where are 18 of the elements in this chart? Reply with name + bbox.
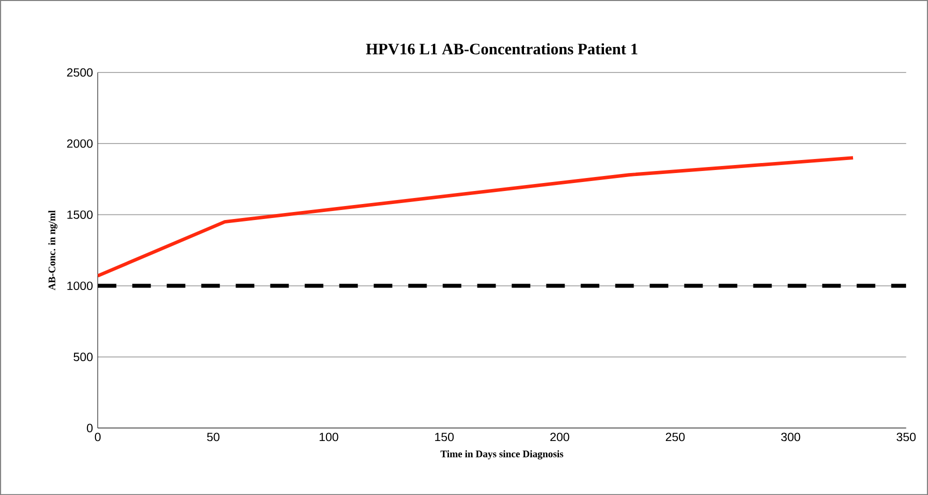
- x-tick-label: 300: [781, 432, 800, 442]
- x-tick-label: 200: [550, 432, 570, 442]
- x-axis-title: Time in Days since Diagnosis: [440, 450, 564, 460]
- y-tick-label: 2500: [67, 68, 93, 77]
- y-tick-label: 1000: [67, 281, 93, 290]
- line-series: [98, 156, 855, 278]
- x-tick-label: 50: [207, 432, 220, 442]
- y-tick-label: 0: [86, 424, 93, 432]
- x-tick-label: 250: [666, 432, 685, 442]
- x-tick-label: 0: [94, 432, 101, 442]
- chart-title: HPV16 L1 AB-Concentrations Patient 1: [366, 43, 638, 54]
- y-tick-label: 2000: [67, 139, 93, 148]
- x-tick-label: 100: [320, 432, 338, 442]
- x-tick-label: 350: [896, 432, 916, 442]
- y-tick-label: 1500: [67, 210, 93, 219]
- y-axis-title: AB-Conc. in ng/ml: [48, 210, 58, 290]
- y-tick-label: 500: [74, 352, 93, 362]
- x-tick-label: 150: [435, 432, 454, 442]
